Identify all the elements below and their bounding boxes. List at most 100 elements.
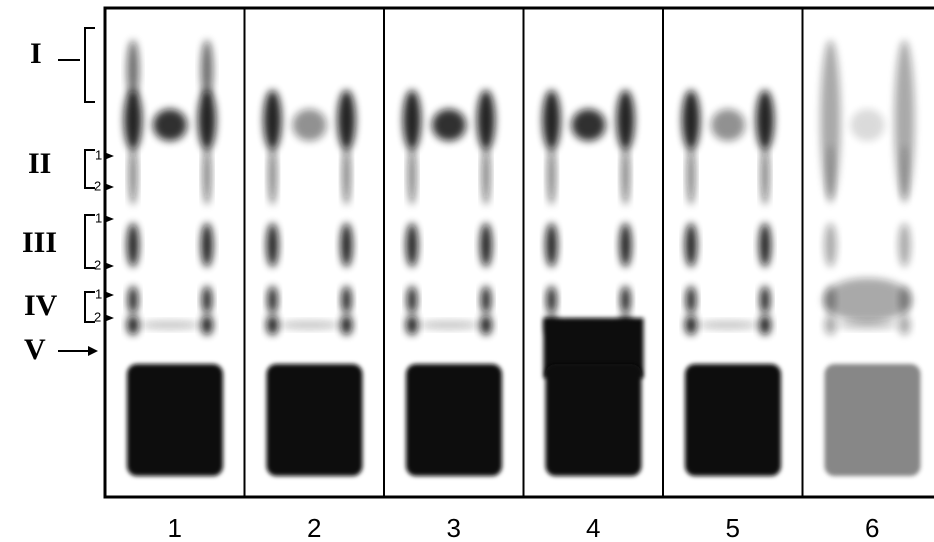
band xyxy=(267,286,278,314)
band xyxy=(820,40,841,200)
band xyxy=(759,315,771,335)
band xyxy=(201,223,213,267)
band xyxy=(619,223,632,267)
band xyxy=(407,286,417,314)
band-label: II xyxy=(28,147,51,180)
band xyxy=(198,90,216,150)
band-sublabel: 2 xyxy=(94,309,101,324)
lane xyxy=(403,90,502,476)
dye-front xyxy=(127,364,223,476)
band xyxy=(266,223,279,267)
band xyxy=(263,90,282,150)
dye-front xyxy=(266,364,363,476)
lane xyxy=(263,90,363,476)
band xyxy=(621,145,630,205)
brackets xyxy=(58,27,95,352)
band xyxy=(685,223,697,267)
band xyxy=(202,286,212,314)
band-label: III xyxy=(22,226,57,259)
band xyxy=(406,223,418,267)
band xyxy=(337,90,356,150)
band xyxy=(894,40,915,200)
band xyxy=(203,145,211,205)
lane-label: 5 xyxy=(726,513,740,542)
lane xyxy=(820,40,921,476)
gel-frame xyxy=(103,6,934,499)
band xyxy=(698,321,758,329)
band xyxy=(685,315,697,335)
band xyxy=(127,40,139,100)
band xyxy=(419,321,479,329)
band xyxy=(824,223,837,267)
band-label: IV xyxy=(24,289,58,322)
band xyxy=(477,90,495,150)
band xyxy=(201,315,213,335)
band xyxy=(761,145,769,205)
band xyxy=(406,315,418,335)
band xyxy=(268,145,277,205)
band xyxy=(822,278,913,322)
band xyxy=(279,321,340,329)
band xyxy=(153,109,187,141)
band xyxy=(127,315,139,335)
band xyxy=(826,145,835,205)
dye-front xyxy=(545,364,642,476)
lane xyxy=(124,40,223,476)
band xyxy=(403,90,421,150)
dye-front xyxy=(406,364,502,476)
lane-label: 4 xyxy=(586,513,600,542)
band xyxy=(898,315,911,335)
arrowheads xyxy=(88,152,114,356)
band xyxy=(571,109,606,141)
band-label: V xyxy=(24,333,46,366)
band xyxy=(127,223,139,267)
band xyxy=(756,90,774,150)
dye-front xyxy=(824,364,921,476)
band xyxy=(616,90,635,150)
band xyxy=(128,286,138,314)
dye-front xyxy=(685,364,781,476)
band xyxy=(837,321,898,329)
band-label: I xyxy=(30,37,42,70)
band xyxy=(340,223,353,267)
lane-label: 3 xyxy=(447,513,461,542)
band xyxy=(482,145,490,205)
band-sublabel: 1 xyxy=(95,210,102,225)
band xyxy=(898,223,911,267)
band xyxy=(201,40,213,100)
lane xyxy=(542,90,644,476)
band xyxy=(342,145,351,205)
band xyxy=(760,286,770,314)
band xyxy=(686,286,696,314)
band xyxy=(481,286,491,314)
band xyxy=(687,145,695,205)
band xyxy=(340,315,353,335)
band xyxy=(620,286,631,314)
band-sublabel: 2 xyxy=(94,257,101,272)
band xyxy=(824,315,837,335)
band xyxy=(480,223,492,267)
band xyxy=(480,315,492,335)
band xyxy=(850,109,885,141)
band xyxy=(124,90,142,150)
band-sublabel: 2 xyxy=(94,178,101,193)
band xyxy=(545,223,558,267)
band xyxy=(542,90,561,150)
band xyxy=(266,315,279,335)
band xyxy=(682,90,700,150)
band xyxy=(292,109,327,141)
band-sublabel: 1 xyxy=(95,147,102,162)
band xyxy=(547,145,556,205)
gel xyxy=(124,40,921,476)
band xyxy=(900,145,909,205)
lane xyxy=(682,90,781,476)
band xyxy=(408,145,416,205)
band xyxy=(129,145,137,205)
band xyxy=(546,286,557,314)
band xyxy=(432,109,466,141)
band xyxy=(759,223,771,267)
band xyxy=(341,286,352,314)
lane-label: 2 xyxy=(307,513,321,542)
